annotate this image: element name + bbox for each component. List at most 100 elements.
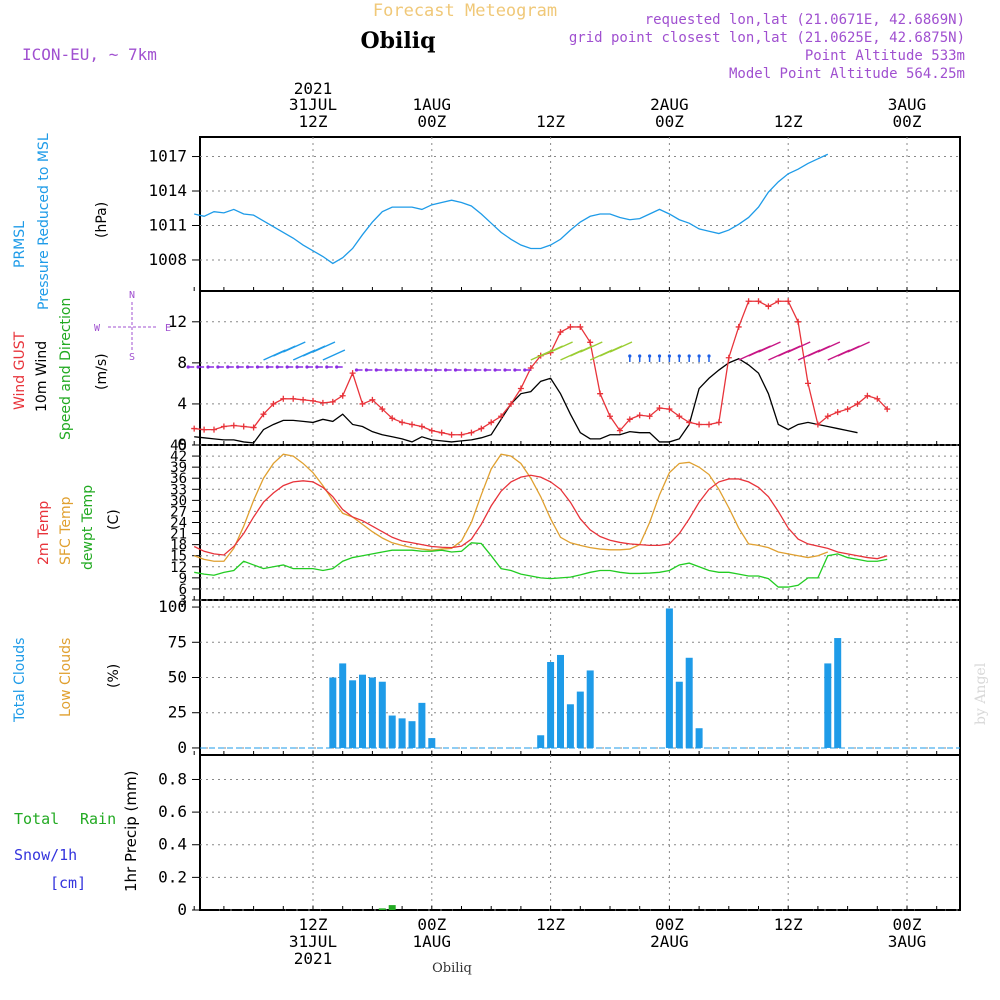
top-time-label: 00Z xyxy=(655,112,684,131)
gust-marker xyxy=(587,339,594,346)
gust-marker xyxy=(844,406,851,413)
wind-arrow-head xyxy=(493,368,497,372)
y-tick-label: 18 xyxy=(170,538,187,554)
cloud-bar xyxy=(834,638,842,748)
top-time-label: 2AUG xyxy=(650,95,689,114)
bottom-time-label: 2021 xyxy=(294,949,333,968)
wind-arrow-head xyxy=(648,354,652,358)
gust-marker xyxy=(468,429,475,436)
gust-marker xyxy=(874,395,881,402)
gust-marker xyxy=(270,400,277,407)
y-tick-label: 39 xyxy=(170,460,187,476)
gust-marker xyxy=(498,413,505,420)
y-tick-label: 75 xyxy=(168,632,187,651)
gust-marker xyxy=(805,380,811,387)
gust-marker xyxy=(191,425,198,432)
wind-arrow-head xyxy=(364,368,368,372)
wind-line xyxy=(194,358,858,444)
wind-arrow-head xyxy=(216,365,220,369)
panel-frames xyxy=(199,136,961,911)
gust-marker xyxy=(250,424,257,431)
gust-marker xyxy=(626,416,633,423)
cloud-bar xyxy=(547,662,555,748)
cloud-bar xyxy=(824,663,832,748)
gust-marker xyxy=(725,354,732,361)
gust-marker xyxy=(379,406,386,413)
gust-marker xyxy=(369,396,376,403)
bottom-time-label: 00Z xyxy=(417,915,446,934)
wind-arrow-head xyxy=(513,368,517,372)
wind-arrow-head xyxy=(394,368,398,372)
wind-arrow-head xyxy=(315,365,319,369)
pressure-label: Pressure Reduced to MSL xyxy=(36,133,52,310)
watermark: by Angel xyxy=(973,662,989,725)
wind-arrow-head xyxy=(354,368,359,372)
cloud-bar xyxy=(368,677,376,748)
gust-marker xyxy=(834,409,841,416)
top-time-label: 1AUG xyxy=(413,95,452,114)
wind-arrow-head xyxy=(667,354,672,358)
y-tick-label: 33 xyxy=(170,482,187,498)
total-label: Total xyxy=(14,810,59,828)
bottom-time-label: 3AUG xyxy=(888,932,927,951)
gust-marker xyxy=(290,395,297,402)
total-clouds-label: Total Clouds xyxy=(12,638,28,723)
bottom-time-label: 12Z xyxy=(299,915,328,934)
footer-location: Obiliq xyxy=(432,961,472,976)
top-time-label: 12Z xyxy=(299,112,328,131)
gust-marker xyxy=(230,422,237,429)
gust-marker xyxy=(448,431,455,438)
gust-marker xyxy=(428,427,435,434)
y-tick-label: 0.2 xyxy=(158,867,187,886)
gust-marker xyxy=(359,400,366,407)
wind-arrow-head xyxy=(374,368,378,372)
cloud-bar xyxy=(418,702,426,748)
gust-marker xyxy=(765,303,772,310)
requested-coords: requested lon,lat (21.0671E, 42.6869N) xyxy=(645,12,965,28)
rain-bar xyxy=(388,905,396,910)
bottom-time-label: 00Z xyxy=(655,915,684,934)
cloud-bar xyxy=(349,680,357,748)
top-time-label: 12Z xyxy=(774,112,803,131)
y-tick-label: 25 xyxy=(168,703,187,722)
y-tick-label: 0.4 xyxy=(158,835,187,854)
cloud-bar xyxy=(537,735,545,748)
y-tick-label: 1017 xyxy=(148,147,187,166)
cloud-bar xyxy=(408,721,416,748)
cloud-bar xyxy=(378,681,386,748)
y-tick-label: 0 xyxy=(177,900,187,919)
y-tick-label: 30 xyxy=(170,493,187,509)
low-clouds-label: Low Clouds xyxy=(58,638,74,717)
gust-marker xyxy=(616,427,623,434)
gust-marker xyxy=(676,413,683,420)
gust-marker xyxy=(656,405,663,412)
y-tick-label: 9 xyxy=(179,571,187,587)
wind-arrow-head xyxy=(503,368,507,372)
gust-marker xyxy=(824,413,831,420)
top-time-label: 00Z xyxy=(417,112,446,131)
wind-arrow-head xyxy=(483,368,487,372)
strong-wind-arrow xyxy=(609,341,633,353)
gust-marker xyxy=(478,425,485,432)
model-name: ICON-EU, ~ 7km xyxy=(22,45,157,64)
temp-unit: (C) xyxy=(106,509,122,530)
y-tick-label: 27 xyxy=(170,504,187,520)
wind-arrow-head xyxy=(186,365,190,369)
wind-arrow-head xyxy=(687,354,691,358)
gust-marker xyxy=(597,390,604,397)
bottom-time-label: 12Z xyxy=(774,915,803,934)
bottom-time-label: 00Z xyxy=(893,915,922,934)
y-tick-label: 0.6 xyxy=(158,802,187,821)
gust-marker xyxy=(577,323,584,330)
gust-marker xyxy=(864,392,871,399)
wind-arrow-head xyxy=(707,354,711,358)
cloud-bar xyxy=(398,718,406,748)
dewpt-label: dewpt Temp xyxy=(80,485,96,570)
strong-wind-arrow xyxy=(787,341,811,353)
wind-arrow-head xyxy=(305,365,309,369)
cm-label: [cm] xyxy=(50,874,86,892)
gust-marker xyxy=(636,412,643,419)
panel-frame-1 xyxy=(199,136,961,292)
